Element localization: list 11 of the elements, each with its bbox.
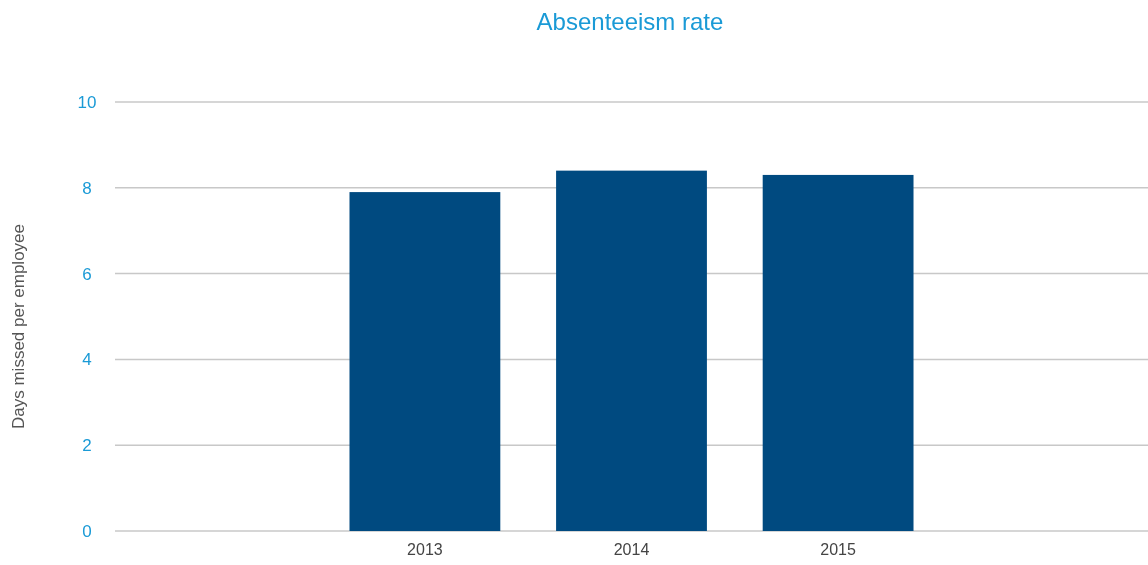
y-tick-label: 10 [77, 92, 97, 112]
chart-title: Absenteeism rate [536, 8, 724, 35]
y-tick-label: 4 [82, 350, 92, 370]
x-tick-label: 2013 [407, 541, 443, 558]
x-tick-label: 2015 [820, 541, 856, 558]
y-tick-label: 8 [82, 178, 92, 198]
x-tick-label: 2014 [613, 541, 650, 558]
y-tick-label: 2 [82, 436, 92, 456]
y-axis-title: Days missed per employee [9, 223, 28, 430]
y-tick-label: 6 [82, 264, 92, 284]
y-tick-label: 0 [82, 521, 92, 541]
